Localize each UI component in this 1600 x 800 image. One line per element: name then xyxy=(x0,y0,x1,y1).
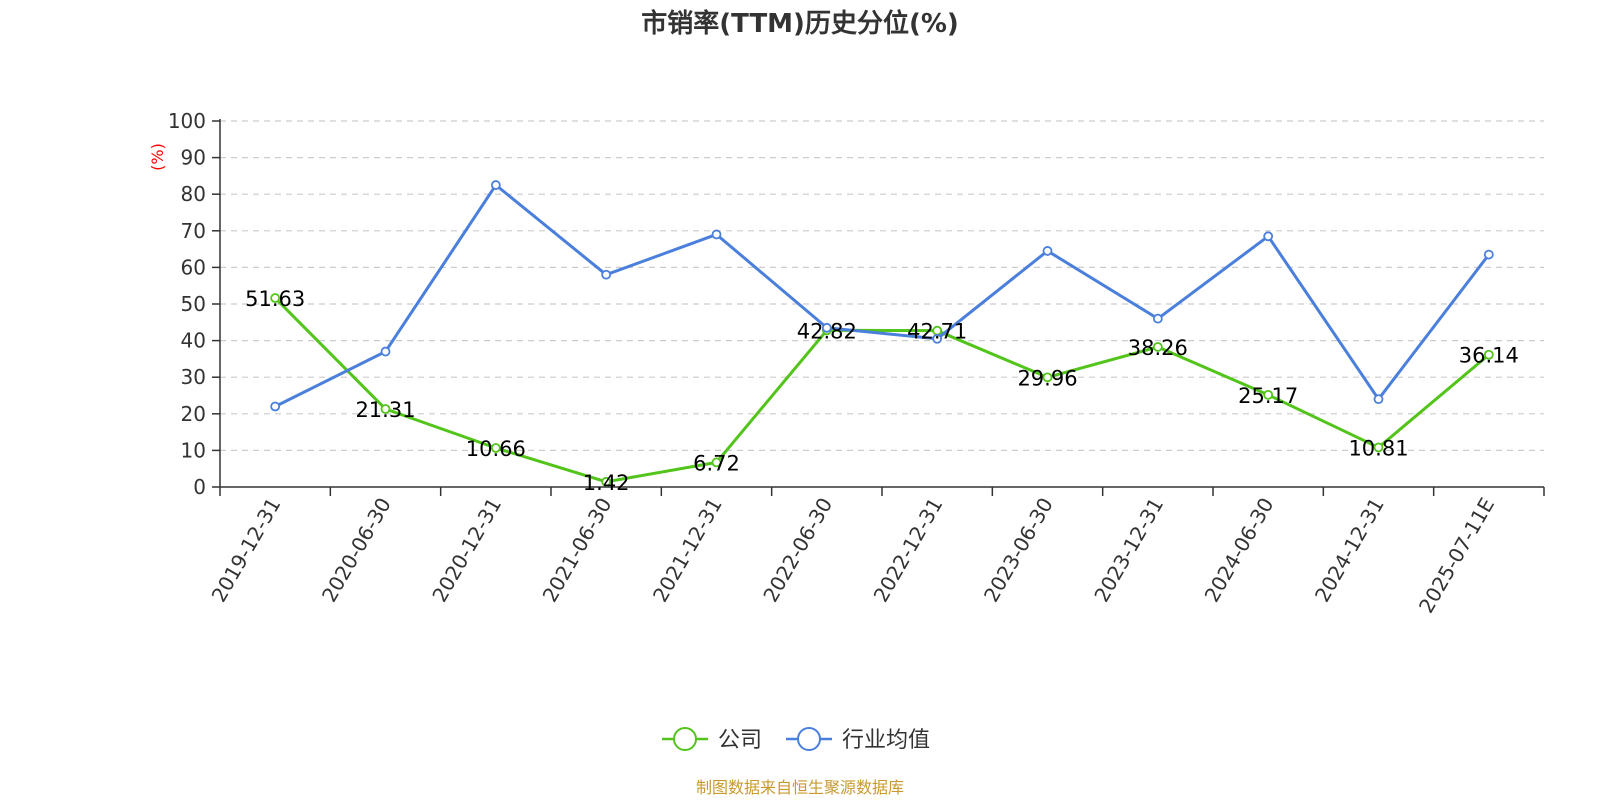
x-tick-label: 2025-07-11E xyxy=(1414,494,1499,618)
data-label: 36.14 xyxy=(1459,344,1519,368)
axes: 0 10 20 30 40 50 60 70 80 90 100 2019-12-31 2020-06-… xyxy=(168,109,1545,618)
data-label: 1.42 xyxy=(583,471,630,495)
x-tick-label: 2023-06-30 xyxy=(979,494,1058,607)
data-point xyxy=(711,457,722,468)
y-axis-label: (%) xyxy=(148,143,167,171)
x-tick-label: 2022-12-31 xyxy=(869,494,948,607)
data-label: 10.66 xyxy=(466,437,526,461)
y-tick-label: 10 xyxy=(181,438,206,462)
chart-title: 市销率(TTM)历史分位(%) xyxy=(641,8,959,39)
data-point xyxy=(1263,231,1274,242)
legend: 公司 行业均值 xyxy=(662,727,930,753)
data-point xyxy=(1152,342,1163,352)
series-group xyxy=(270,180,1494,487)
data-label: 6.72 xyxy=(693,451,740,475)
legend-item-industry-average: 行业均值 xyxy=(786,727,930,753)
y-tick-label: 0 xyxy=(193,475,206,499)
data-labels: 51.63 21.31 10.66 1.42 6.72 42.82 42.71 29.96 38… xyxy=(245,287,1519,495)
x-tick-label: 2021-06-30 xyxy=(538,494,617,607)
data-point xyxy=(1483,249,1494,260)
data-point xyxy=(1042,372,1053,383)
data-point xyxy=(1042,246,1053,256)
data-label: 42.71 xyxy=(907,320,967,344)
x-tick-label: 2024-06-30 xyxy=(1200,494,1279,607)
data-point xyxy=(1373,394,1384,405)
x-tick-label: 2024-12-31 xyxy=(1310,494,1389,607)
data-label: 10.81 xyxy=(1348,436,1408,460)
y-tick-label: 70 xyxy=(181,219,206,243)
y-tick-label: 40 xyxy=(181,329,206,353)
legend-marker xyxy=(673,727,697,751)
source-note: 制图数据来自恒生聚源数据库 xyxy=(696,778,904,797)
data-point xyxy=(601,476,612,487)
y-tick-label: 20 xyxy=(181,402,206,426)
data-point xyxy=(490,443,501,453)
legend-item-company: 公司 xyxy=(662,727,762,753)
x-tick-label: 2019-12-31 xyxy=(207,494,286,607)
data-label: 25.17 xyxy=(1238,384,1298,408)
x-tick-label: 2021-12-31 xyxy=(648,494,727,607)
x-tick-label: 2023-12-31 xyxy=(1089,494,1168,607)
data-label: 21.31 xyxy=(355,398,415,422)
data-point xyxy=(270,401,281,412)
data-point xyxy=(1263,389,1274,400)
x-tick-label: 2020-12-31 xyxy=(427,494,506,607)
data-point xyxy=(1373,442,1384,453)
data-point xyxy=(270,293,281,303)
data-label: 29.96 xyxy=(1017,366,1077,390)
data-point xyxy=(380,346,391,357)
data-point xyxy=(821,322,832,333)
x-tick-label: 2022-06-30 xyxy=(758,494,837,607)
series-company xyxy=(270,293,1494,487)
y-tick-label: 100 xyxy=(168,109,206,133)
series-industry-average xyxy=(270,180,1494,412)
legend-marker xyxy=(797,727,821,751)
data-label: 38.26 xyxy=(1128,336,1188,360)
data-point xyxy=(932,333,943,344)
data-point xyxy=(1152,313,1163,324)
y-tick-label: 30 xyxy=(181,365,206,389)
data-label: 51.63 xyxy=(245,287,305,311)
data-label: 42.82 xyxy=(797,319,857,343)
data-point xyxy=(601,269,612,280)
y-tick-label: 60 xyxy=(181,255,206,279)
series-line xyxy=(274,183,1491,408)
grid xyxy=(220,120,1544,451)
series-line xyxy=(274,296,1490,484)
y-tick-label: 80 xyxy=(181,182,206,206)
data-point xyxy=(711,229,722,240)
x-tick-label: 2020-06-30 xyxy=(317,494,396,607)
y-tick-label: 50 xyxy=(181,292,206,316)
data-point xyxy=(1483,349,1494,360)
legend-label: 行业均值 xyxy=(842,728,930,753)
y-tick-label: 90 xyxy=(181,146,206,170)
data-point xyxy=(380,404,391,414)
data-point xyxy=(490,180,501,190)
legend-label: 公司 xyxy=(718,728,762,753)
